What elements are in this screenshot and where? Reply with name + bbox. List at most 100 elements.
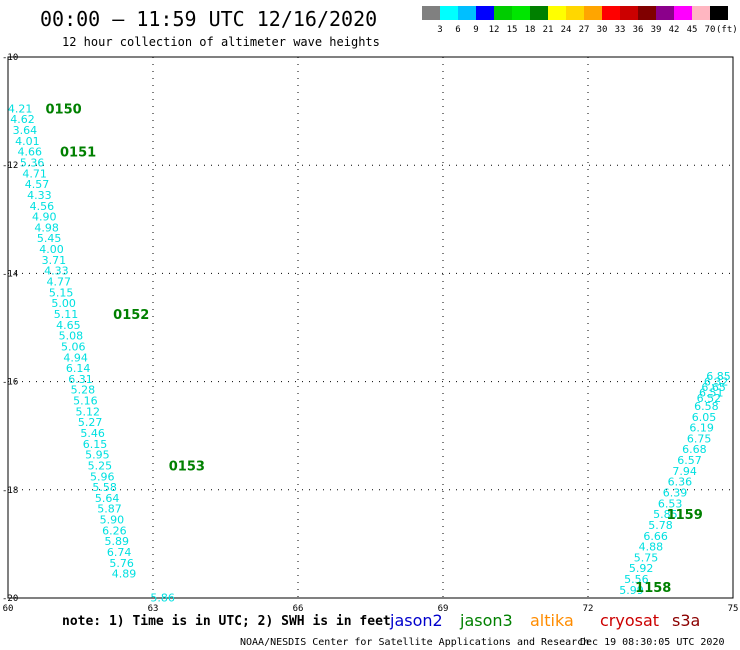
wave-height-label: 5.00 <box>51 297 76 310</box>
colorbar-tick-label: 42 <box>669 25 680 35</box>
colorbar-swatch <box>620 6 638 20</box>
colorbar-tick-label: 27 <box>579 25 590 35</box>
colorbar-tick-label: 70 <box>705 25 716 35</box>
colorbar-tick-label: 36 <box>633 25 644 35</box>
colorbar-tick-label: 15 <box>507 25 518 35</box>
plot-frame <box>7 56 734 599</box>
colorbar-tick-label: 45 <box>687 25 698 35</box>
y-tick-label: -14 <box>2 269 18 279</box>
wave-height-label: 6.57 <box>677 454 702 467</box>
colorbar-tick-label: 39 <box>651 25 662 35</box>
time-annotation: 0152 <box>113 308 149 323</box>
colorbar-swatch <box>458 6 476 20</box>
colorbar-tick-label: 24 <box>561 25 572 35</box>
colorbar-tick-label: 9 <box>473 25 478 35</box>
y-tick-label: -10 <box>2 53 18 63</box>
wave-height-label: 6.39 <box>663 487 688 500</box>
colorbar-swatch <box>512 6 530 20</box>
wave-height-label: 6.53 <box>658 497 683 510</box>
wave-height-label: 3.64 <box>13 124 38 137</box>
wave-height-label: 5.15 <box>49 286 74 299</box>
wave-height-label: 4.94 <box>63 351 88 364</box>
chart-subtitle: 12 hour collection of altimeter wave hei… <box>62 35 380 49</box>
wave-height-label: 6.75 <box>687 432 712 445</box>
wave-height-label: 6.74 <box>107 546 132 559</box>
wave-height-label: 4.33 <box>44 265 69 278</box>
wave-height-label: 6.58 <box>694 400 719 413</box>
wave-height-label: 4.89 <box>112 568 137 581</box>
time-annotation: 0150 <box>45 102 81 117</box>
colorbar-tick-label: 3 <box>437 25 442 35</box>
satellite-legend-s3a: s3a <box>672 611 700 630</box>
footer-note: note: 1) Time is in UTC; 2) SWH is in fe… <box>62 614 391 629</box>
colorbar-tick-label: 18 <box>525 25 536 35</box>
colorbar-tick-label: 12 <box>489 25 500 35</box>
x-tick-label: 63 <box>148 604 159 614</box>
wave-height-label: 5.64 <box>95 492 120 505</box>
wave-height-label: 5.99 <box>619 584 644 597</box>
wave-height-label: 5.92 <box>629 562 654 575</box>
wave-height-label: 6.19 <box>689 422 714 435</box>
wave-height-label: 5.56 <box>624 573 649 586</box>
wave-height-label: 4.01 <box>15 135 40 148</box>
satellite-legend-altika: altika <box>530 611 574 630</box>
wave-height-label: 6.05 <box>692 411 717 424</box>
wave-height-label: 5.78 <box>648 519 673 532</box>
time-annotation: 0153 <box>169 459 205 474</box>
wave-height-label: 5.86 <box>150 591 175 604</box>
satellite-legend-cryosat: cryosat <box>600 611 659 630</box>
wave-height-label: 5.76 <box>109 557 134 570</box>
wave-height-label: 6.65 <box>701 381 726 394</box>
y-tick-label: -20 <box>2 594 18 604</box>
wave-height-label: 6.68 <box>682 443 707 456</box>
wave-height-label: 4.00 <box>39 243 64 256</box>
colorbar-swatch <box>674 6 692 20</box>
wave-height-label: 6.14 <box>66 362 91 375</box>
time-annotation: 1159 <box>667 508 703 523</box>
wave-height-label: 5.58 <box>92 481 117 494</box>
colorbar-tick-label: 21 <box>543 25 554 35</box>
colorbar-swatch <box>692 6 710 20</box>
x-tick-label: 69 <box>438 604 449 614</box>
satellite-legend-jason2: jason2 <box>389 611 443 630</box>
wave-height-label: 5.27 <box>78 416 103 429</box>
wave-height-label: 6.31 <box>68 373 93 386</box>
wave-height-label: 6.66 <box>643 530 668 543</box>
wave-height-label: 5.36 <box>20 156 45 169</box>
colorbar-swatch <box>584 6 602 20</box>
wave-height-label: 6.15 <box>83 438 108 451</box>
wave-height-label: 4.90 <box>32 211 57 224</box>
wave-height-label: 5.96 <box>90 470 115 483</box>
wave-height-label: 5.11 <box>54 308 79 321</box>
colorbar-swatch <box>548 6 566 20</box>
colorbar-swatch <box>530 6 548 20</box>
wave-height-label: 4.66 <box>18 146 43 159</box>
y-tick-label: -12 <box>2 161 18 171</box>
y-tick-label: -18 <box>2 486 18 496</box>
wave-height-label: 4.65 <box>56 319 81 332</box>
satellite-legend: jason2 jason3 altika cryosat s3a <box>389 611 700 630</box>
x-tick-label: 75 <box>728 604 739 614</box>
wave-height-label: 5.28 <box>71 384 96 397</box>
wave-height-label: 6.32 <box>704 376 729 389</box>
wave-height-label: 5.25 <box>88 459 113 472</box>
colorbar-units: (ft) <box>716 25 738 35</box>
wave-height-label: 5.85 <box>653 508 678 521</box>
colorbar-swatch <box>638 6 656 20</box>
wave-height-label: 6.52 <box>697 392 722 405</box>
footer-timestamp: Dec 19 08:30:05 UTC 2020 <box>580 637 725 648</box>
colorbar-swatch <box>602 6 620 20</box>
wave-height-label: 3.71 <box>42 254 67 267</box>
colorbar-swatch <box>440 6 458 20</box>
wave-height-label: 5.87 <box>97 503 122 516</box>
colorbar-swatch <box>566 6 584 20</box>
plot-area: 60 63 66 69 72 75-10-12-14-16-18-204.214.623.… <box>2 53 738 614</box>
colorbar-swatch <box>494 6 512 20</box>
colorbar-swatch <box>710 6 728 20</box>
wave-height-label: 4.98 <box>34 221 59 234</box>
colorbar-swatch <box>422 6 440 20</box>
colorbar-tick-label: 30 <box>597 25 608 35</box>
wave-height-label: 4.62 <box>10 113 35 126</box>
wave-height-label: 5.12 <box>76 405 101 418</box>
